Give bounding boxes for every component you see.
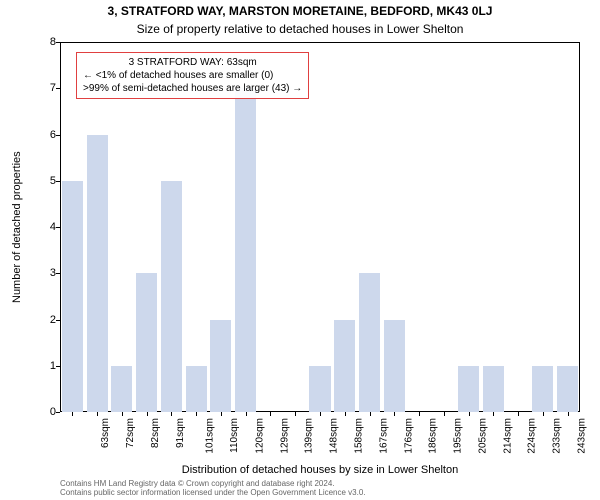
x-tick-mark [221,412,222,416]
x-tick-label: 214sqm [502,418,513,454]
x-tick-mark [518,412,519,416]
bar [458,366,479,412]
y-tick-label: 6 [36,129,56,141]
bar [557,366,578,412]
annotation-line2: ← <1% of detached houses are smaller (0) [83,69,302,82]
x-tick-label: 195sqm [453,418,464,454]
bar [483,366,504,412]
x-tick-label: 72sqm [125,418,136,448]
bar [334,320,355,413]
x-tick-mark [72,412,73,416]
bar [136,273,157,412]
x-tick-mark [394,412,395,416]
x-tick-mark [196,412,197,416]
x-tick-label: 101sqm [205,418,216,454]
x-tick-mark [320,412,321,416]
y-tick-label: 4 [36,221,56,233]
y-axis-label: Number of detached properties [8,42,26,412]
x-tick-label: 129sqm [279,418,290,454]
y-tick-mark [56,273,60,274]
x-tick-mark [345,412,346,416]
x-tick-mark [122,412,123,416]
bar [111,366,132,412]
x-tick-label: 120sqm [255,418,266,454]
y-tick-mark [56,181,60,182]
x-tick-label: 243sqm [576,418,587,454]
bar [161,181,182,412]
x-tick-label: 176sqm [403,418,414,454]
bar [384,320,405,413]
footer: Contains HM Land Registry data © Crown c… [60,479,580,498]
x-tick-mark [270,412,271,416]
bar [309,366,330,412]
bar [62,181,83,412]
y-tick-label: 7 [36,82,56,94]
x-tick-mark [171,412,172,416]
x-tick-mark [295,412,296,416]
annotation-box: 3 STRATFORD WAY: 63sqm ← <1% of detached… [76,52,309,99]
chart-supertitle: 3, STRATFORD WAY, MARSTON MORETAINE, BED… [0,4,600,18]
x-tick-label: 224sqm [527,418,538,454]
y-tick-mark [56,227,60,228]
x-tick-label: 82sqm [150,418,161,448]
annotation-line1: 3 STRATFORD WAY: 63sqm [83,56,302,69]
x-tick-mark [246,412,247,416]
bar [87,135,108,413]
x-tick-label: 158sqm [354,418,365,454]
chart-container: 3, STRATFORD WAY, MARSTON MORETAINE, BED… [0,0,600,500]
annotation-line3: >99% of semi-detached houses are larger … [83,82,302,95]
y-tick-mark [56,88,60,89]
x-tick-label: 139sqm [304,418,315,454]
y-tick-label: 0 [36,406,56,418]
x-tick-mark [97,412,98,416]
bar [532,366,553,412]
x-tick-label: 110sqm [229,418,240,453]
x-tick-mark [469,412,470,416]
y-tick-label: 5 [36,175,56,187]
y-tick-label: 2 [36,314,56,326]
y-tick-label: 3 [36,267,56,279]
footer-line2: Contains public sector information licen… [60,488,580,498]
y-tick-mark [56,42,60,43]
y-tick-mark [56,135,60,136]
y-tick-mark [56,412,60,413]
x-tick-mark [568,412,569,416]
x-tick-label: 186sqm [428,418,439,454]
bar [186,366,207,412]
y-tick-mark [56,366,60,367]
x-tick-mark [444,412,445,416]
x-tick-label: 63sqm [100,418,111,448]
y-tick-label: 1 [36,360,56,372]
x-tick-mark [493,412,494,416]
x-tick-label: 233sqm [552,418,563,454]
chart-title: Size of property relative to detached ho… [0,22,600,36]
bar [210,320,231,413]
x-tick-label: 148sqm [329,418,340,454]
x-tick-mark [543,412,544,416]
footer-line1: Contains HM Land Registry data © Crown c… [60,479,580,489]
y-tick-mark [56,320,60,321]
x-tick-mark [419,412,420,416]
bar [359,273,380,412]
x-tick-label: 91sqm [175,418,186,448]
bar [235,88,256,412]
x-tick-label: 167sqm [378,418,389,454]
x-tick-label: 205sqm [477,418,488,454]
x-tick-mark [147,412,148,416]
x-axis-label: Distribution of detached houses by size … [60,464,580,476]
y-tick-label: 8 [36,36,56,48]
x-tick-mark [370,412,371,416]
